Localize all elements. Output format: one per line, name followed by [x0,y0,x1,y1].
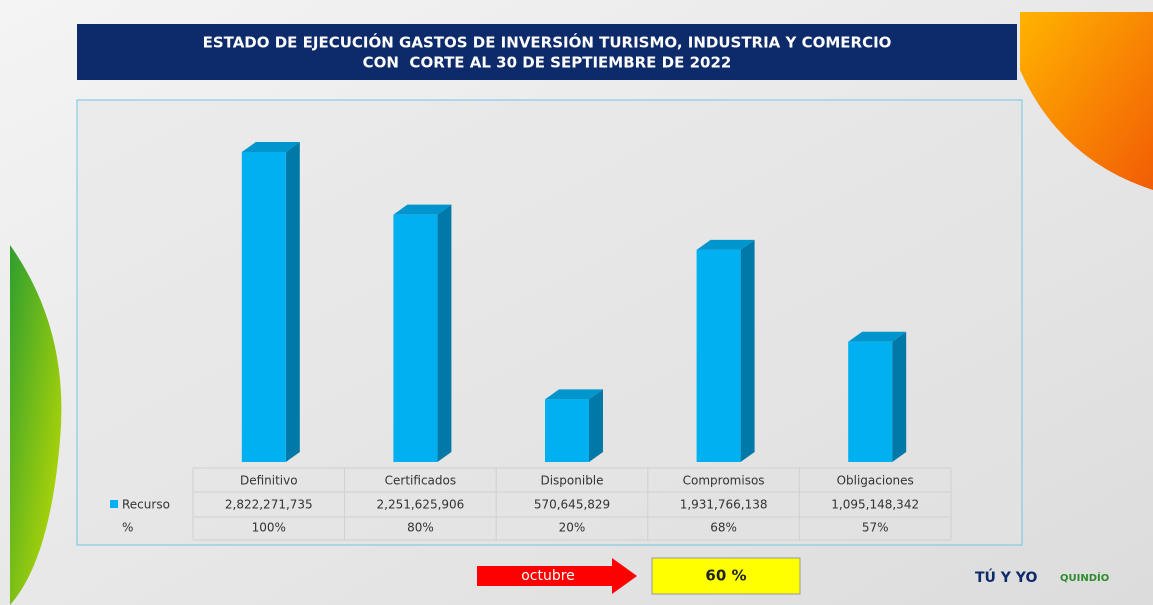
month-label: octubre [521,568,575,584]
bar-side [437,205,451,462]
category-label: Definitivo [240,474,298,488]
percent-label: 100% [252,521,286,535]
percent-label: 57% [862,521,889,535]
value-label: 1,931,766,138 [680,498,768,512]
value-label: 2,822,271,735 [225,498,313,512]
percent-label: 20% [559,521,586,535]
category-label: Certificados [385,474,456,488]
category-label: Compromisos [683,474,765,488]
progress-label: 60 % [705,567,746,585]
category-label: Obligaciones [837,474,914,488]
value-label: 2,251,625,906 [377,498,465,512]
bar [393,215,437,462]
category-label: Disponible [540,474,603,488]
logo: QUINDÍO [1060,571,1109,584]
bar-side [589,389,603,462]
percent-label: 68% [710,521,737,535]
row-label: % [122,521,133,535]
slide: ESTADO DE EJECUCIÓN GASTOS DE INVERSIÓN … [0,0,1153,605]
logo: TÚ Y YO [975,568,1037,586]
legend-label: Recurso [122,498,170,512]
value-label: 570,645,829 [534,498,610,512]
bar-side [286,142,300,462]
legend-swatch [110,500,118,508]
title: ESTADO DE EJECUCIÓN GASTOS DE INVERSIÓN … [203,33,892,52]
bar-side [892,332,906,462]
bar-side [741,240,755,462]
page: ESTADO DE EJECUCIÓN GASTOS DE INVERSIÓN … [0,0,1153,605]
bar [545,399,589,462]
percent-label: 80% [407,521,434,535]
bar [242,152,286,462]
bar [697,250,741,462]
title-box [77,24,1017,80]
subtitle: CON CORTE AL 30 DE SEPTIEMBRE DE 2022 [363,54,732,72]
bar [848,342,892,462]
value-label: 1,095,148,342 [831,498,919,512]
